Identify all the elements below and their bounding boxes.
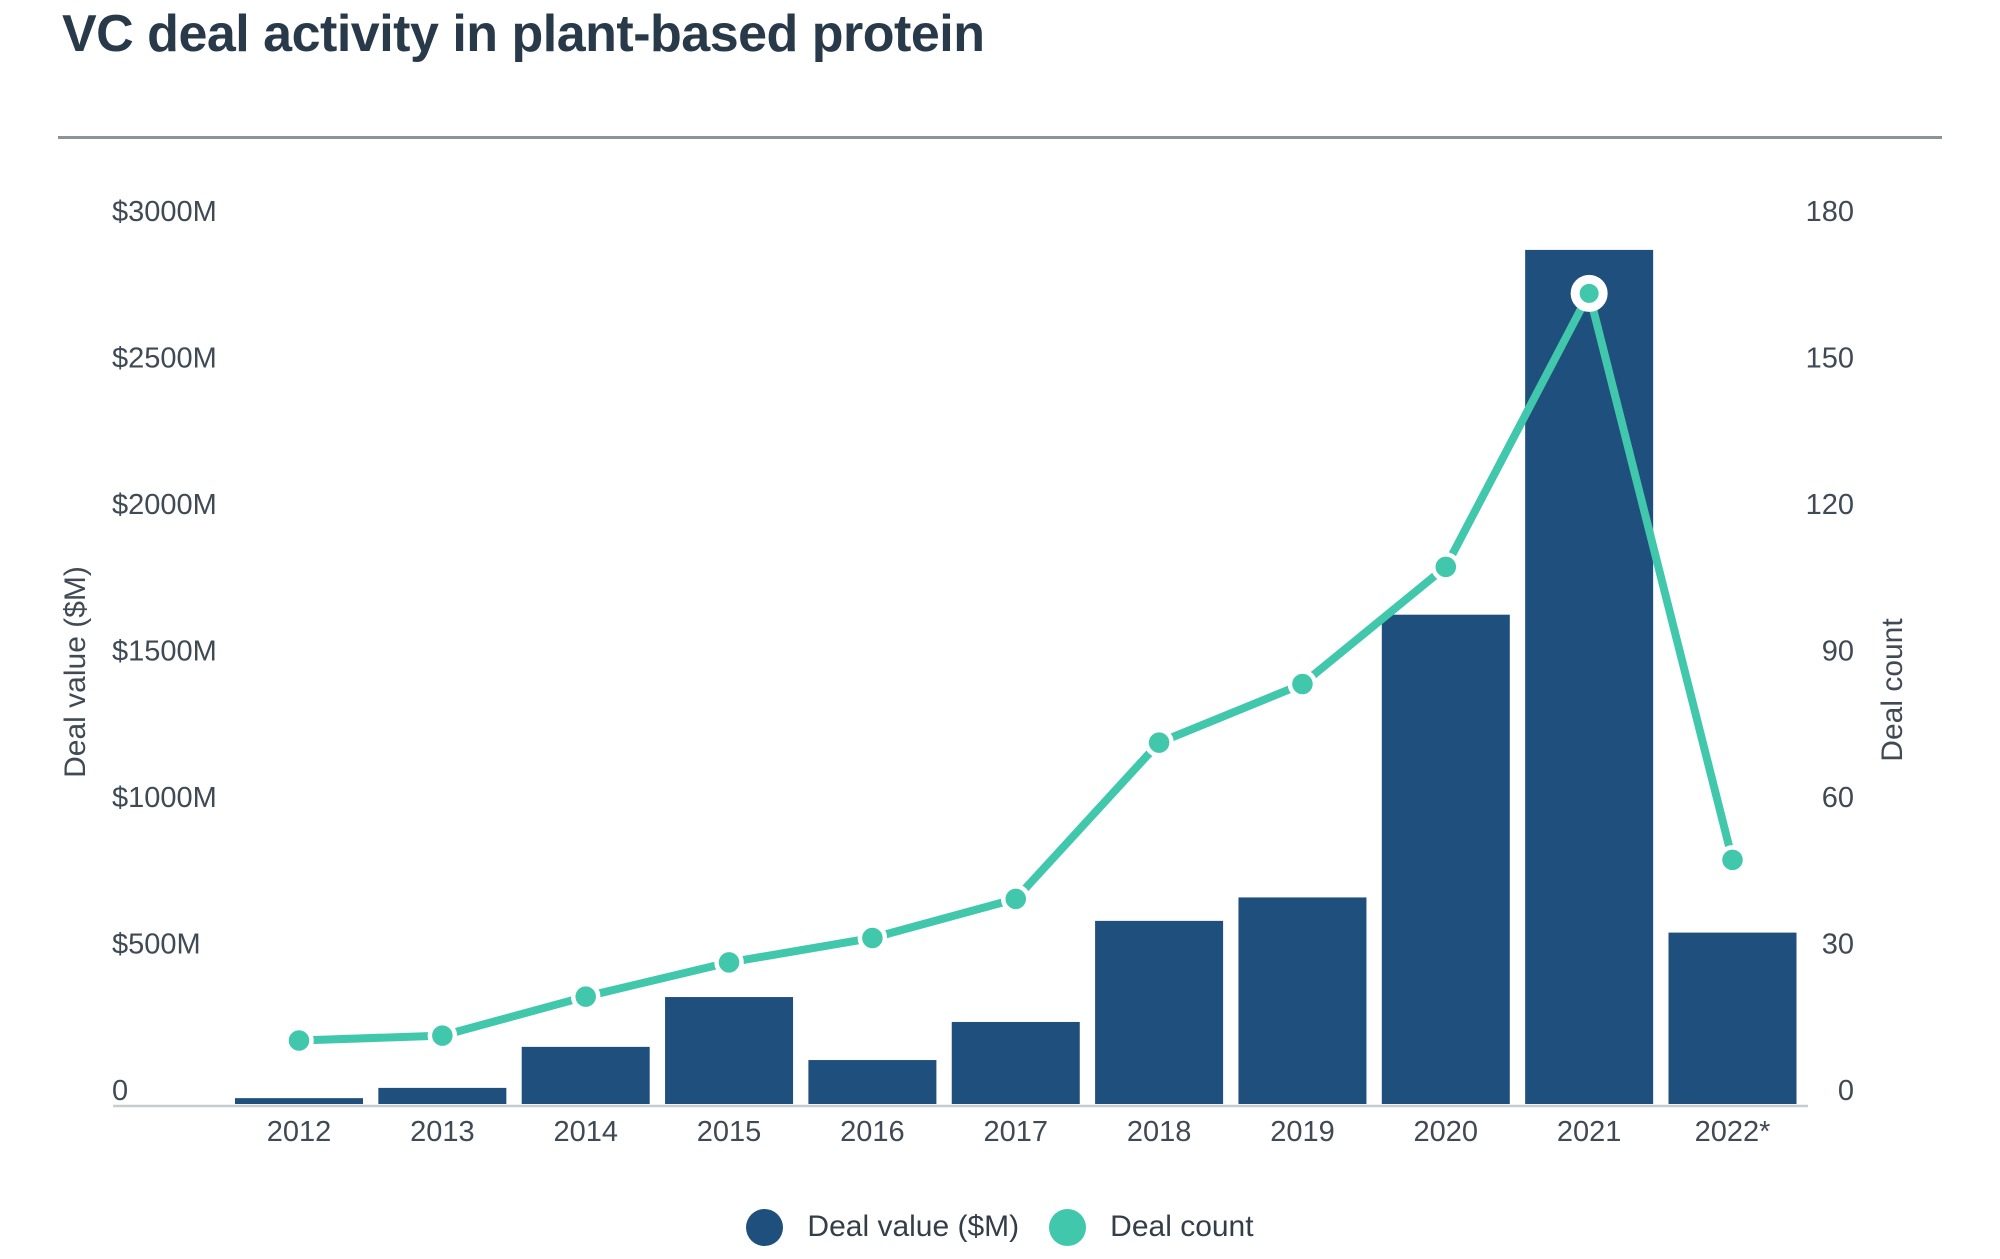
right-tick-label-60: 60 [1822,782,1854,814]
deal-count-line [295,289,1737,1045]
deal-count-point-2017[interactable] [1001,884,1031,914]
deal-count-point-2013[interactable] [427,1020,458,1051]
x-tick-label-2014: 2014 [553,1116,618,1148]
left-tick-label-2000: $2000M [112,489,217,521]
right-tick-label-0: 0 [1838,1075,1854,1107]
bar-2016[interactable] [808,1060,937,1104]
bar-2019[interactable] [1238,897,1367,1104]
page-title: VC deal activity in plant-based protein [62,5,985,63]
right-tick-label-120: 120 [1806,489,1854,521]
left-tick-label-500: $500M [112,929,201,961]
bar-2022[interactable] [1668,932,1797,1104]
bar-2014[interactable] [521,1046,650,1104]
right-tick-label-150: 150 [1806,343,1854,375]
legend-swatch-deal-count-icon [1049,1208,1087,1246]
deal-count-point-2014[interactable] [570,981,601,1012]
x-tick-label-2018: 2018 [1127,1116,1192,1148]
x-tick-label-2022: 2022* [1695,1116,1771,1148]
x-tick-label-2012: 2012 [267,1116,332,1148]
right-axis-title: Deal count [1876,618,1909,762]
bar-2013[interactable] [378,1087,507,1104]
x-tick-label-2017: 2017 [983,1116,1048,1148]
deal-count-point-2015[interactable] [714,947,744,978]
legend-item-deal-count: Deal count [1049,1208,1254,1246]
deal-count-point-2012[interactable] [284,1025,314,1056]
legend-swatch-deal-value-icon [746,1208,784,1246]
right-tick-label-180: 180 [1806,196,1854,228]
left-tick-label-1500: $1500M [112,636,217,668]
left-tick-label-3000: $3000M [112,196,217,228]
legend: Deal value ($M) Deal count [0,1200,2000,1254]
right-tick-label-90: 90 [1822,636,1854,668]
left-axis-title: Deal value ($M) [59,566,92,778]
x-tick-label-2016: 2016 [840,1116,905,1148]
x-tick-label-2020: 2020 [1414,1116,1479,1148]
right-tick-label-30: 30 [1822,929,1854,961]
deal-count-point-2016[interactable] [857,923,888,953]
deal-count-point-2022[interactable] [1717,845,1748,875]
deal-count-point-2021[interactable] [1570,274,1608,312]
x-tick-label-2021: 2021 [1557,1116,1622,1148]
x-tick-label-2019: 2019 [1270,1116,1335,1148]
deal-count-point-2018[interactable] [1144,727,1174,758]
bar-2020[interactable] [1381,614,1510,1104]
legend-label-deal-count: Deal count [1110,1210,1254,1243]
left-tick-label-0: 0 [112,1075,128,1107]
bar-2018[interactable] [1095,920,1224,1104]
bar-2015[interactable] [665,997,794,1104]
x-tick-label-2013: 2013 [410,1116,475,1148]
legend-item-deal-value: Deal value ($M) [746,1208,1020,1246]
bar-2017[interactable] [951,1021,1080,1104]
bar-2012[interactable] [235,1098,363,1104]
title-divider [58,136,1942,139]
legend-label-deal-value: Deal value ($M) [807,1210,1020,1243]
bar-2021[interactable] [1525,249,1654,1104]
left-tick-label-1000: $1000M [112,782,217,814]
left-tick-label-2500: $2500M [112,343,217,375]
x-tick-label-2015: 2015 [697,1116,762,1148]
deal-count-point-2020[interactable] [1431,552,1461,582]
deal-count-point-2019[interactable] [1287,669,1318,699]
